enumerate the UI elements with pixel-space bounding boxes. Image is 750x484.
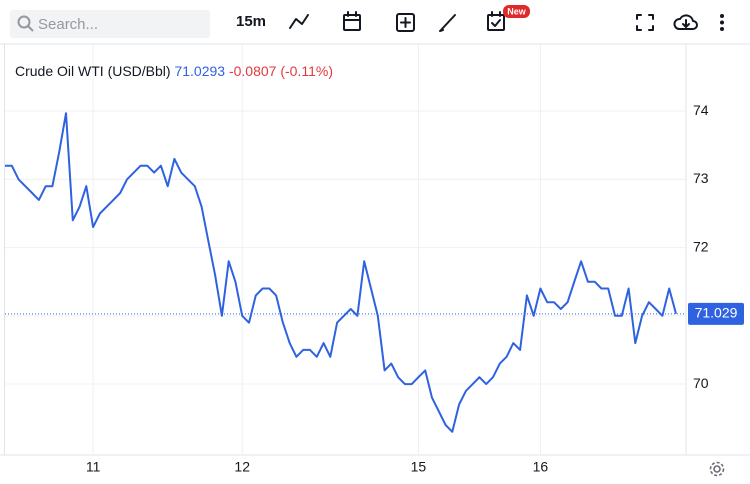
y-tick-label: 72 [693, 238, 709, 254]
x-tick-label: 15 [411, 459, 427, 475]
legend-title: Crude Oil WTI (USD/Bbl) [15, 63, 171, 79]
draw-icon[interactable] [439, 14, 456, 32]
legend-change-pct: (-0.11%) [280, 63, 333, 79]
settings-icon[interactable] [709, 461, 725, 477]
legend: Crude Oil WTI (USD/Bbl) 71.0293 -0.0807 … [15, 63, 333, 79]
x-tick-label: 12 [234, 459, 250, 475]
y-tick-label: 70 [693, 375, 709, 391]
chart-type-icon[interactable] [289, 14, 309, 29]
price-line [5, 112, 677, 433]
current-price-label: 71.029 [695, 305, 738, 321]
download-icon[interactable] [673, 14, 698, 30]
search-icon [17, 15, 34, 32]
current-price-marker [688, 302, 744, 325]
calendar-icon[interactable] [343, 11, 361, 31]
fullscreen-icon[interactable] [636, 14, 654, 31]
y-tick-label: 74 [693, 102, 709, 118]
legend-change: -0.0807 [228, 63, 277, 79]
new-badge [503, 5, 530, 18]
interval-button[interactable]: 15m [236, 13, 266, 30]
search-placeholder: Search... [38, 16, 99, 33]
more-icon[interactable] [720, 14, 724, 31]
y-tick-label: 73 [693, 170, 709, 186]
legend-last: 71.0293 [174, 63, 226, 79]
new-badge-text: New [507, 6, 527, 16]
events-icon[interactable] [487, 11, 505, 31]
x-tick-label: 16 [533, 459, 549, 475]
search-box[interactable]: Search... [10, 10, 210, 38]
x-tick-label: 11 [86, 459, 101, 475]
add-icon[interactable] [396, 13, 415, 32]
